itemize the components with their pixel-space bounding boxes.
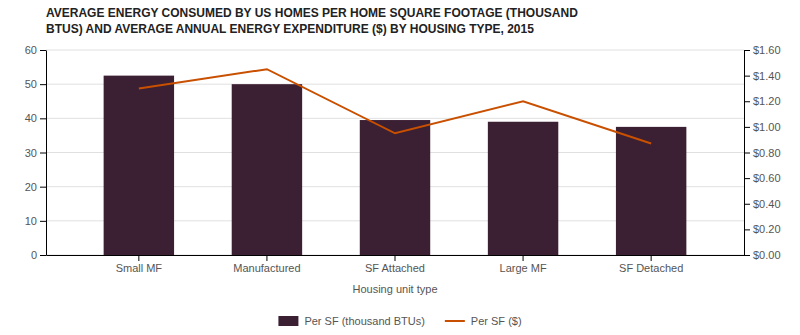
tick-mark [744,178,750,179]
legend: Per SF (thousand BTUs) Per SF ($) [278,315,521,327]
tick-mark [40,84,46,85]
tick: $0.60 [744,172,781,184]
tick-label: $0.20 [753,223,781,235]
tick: 30 [25,147,46,159]
tick: $0.80 [744,147,781,159]
grid [46,50,744,255]
tick-mark [40,221,46,222]
y2-axis: $0.00 $0.20 $0.40 $0.60 $0.80 $1.00 $1.20 $1.40… [744,44,781,261]
tick: SF Detached [619,255,683,274]
tick-label: 50 [25,78,37,90]
title-line: BTUS) AND AVERAGE ANNUAL ENERGY EXPENDIT… [46,22,534,36]
tick-label: $1.00 [753,121,781,133]
tick-mark [651,255,652,261]
tick-mark [40,255,46,256]
line [139,69,651,143]
tick-label: SF Attached [365,262,425,274]
tick: 50 [25,78,46,90]
tick-label: $0.80 [753,147,781,159]
tick-mark [744,153,750,154]
tick-mark [40,153,46,154]
bar [360,120,430,255]
legend-label: Per SF (thousand BTUs) [304,315,424,327]
tick-label: 20 [25,181,37,193]
tick-label: $1.60 [753,44,781,56]
tick-mark [523,255,524,261]
tick-label: 30 [25,147,37,159]
tick-label: SF Detached [619,262,683,274]
bar [232,84,302,255]
tick-label: Manufactured [233,262,300,274]
plot: 0 10 20 30 40 50 60 $0.00 $0.20 $0.40 $0.60 $0.80 $1… [25,44,781,274]
tick-mark [395,255,396,261]
title: AVERAGE ENERGY CONSUMED BY US HOMES PER … [46,6,578,36]
tick-label: 0 [31,249,37,261]
tick: Small MF [116,255,163,274]
legend-swatch [445,320,465,322]
tick: Large MF [500,255,547,274]
tick: 40 [25,112,46,124]
tick-label: $1.40 [753,70,781,82]
legend-item: Per SF ($) [445,315,522,327]
tick: $1.00 [744,121,781,133]
legend-label: Per SF ($) [471,315,522,327]
tick-label: Small MF [116,262,163,274]
marks [104,69,687,255]
tick: $1.60 [744,44,781,56]
x-axis-label: Housing unit type [353,283,438,295]
bar [616,127,686,255]
tick: $1.40 [744,70,781,82]
y-axis: 0 10 20 30 40 50 60 [25,44,47,261]
bar [488,122,558,255]
tick: $0.00 [744,249,781,261]
tick: $0.40 [744,198,781,210]
tick-label: Large MF [500,262,547,274]
legend-swatch [278,316,298,326]
tick-label: 60 [25,44,37,56]
tick-mark [40,50,46,51]
x-axis: Small MF Manufactured SF Attached Large MF S… [47,255,745,274]
tick: Manufactured [233,255,300,274]
chart: AVERAGE ENERGY CONSUMED BY US HOMES PER … [0,0,800,335]
tick-mark [40,118,46,119]
tick-mark [138,255,139,261]
tick: 60 [25,44,46,56]
tick-mark [40,187,46,188]
tick-label: 40 [25,112,37,124]
tick-mark [744,229,750,230]
tick-label: $0.40 [753,198,781,210]
tick: $0.20 [744,223,781,235]
axis-line [46,51,47,256]
tick-mark [744,255,750,256]
tick-label: 10 [25,215,37,227]
tick: 0 [31,249,46,261]
tick-mark [744,127,750,128]
title-line: AVERAGE ENERGY CONSUMED BY US HOMES PER … [46,6,578,20]
bar [104,76,174,255]
tick-label: $0.60 [753,172,781,184]
tick-label: $1.20 [753,95,781,107]
tick-label: $0.00 [753,249,781,261]
tick-mark [744,204,750,205]
tick: SF Attached [365,255,425,274]
tick-mark [266,255,267,261]
tick-mark [744,76,750,77]
tick: 20 [25,181,46,193]
tick: 10 [25,215,46,227]
grid-line [46,50,744,51]
legend-item: Per SF (thousand BTUs) [278,315,424,327]
tick: $1.20 [744,95,781,107]
tick-mark [744,50,750,51]
tick-mark [744,101,750,102]
